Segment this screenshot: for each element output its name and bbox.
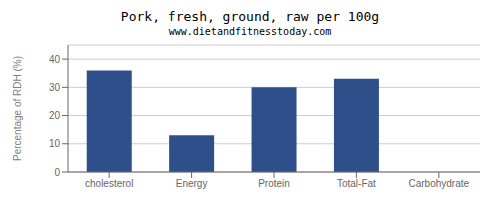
- svg-text:Carbohydrate: Carbohydrate: [409, 178, 470, 189]
- svg-text:40: 40: [49, 54, 61, 65]
- svg-text:10: 10: [49, 138, 61, 149]
- svg-text:Energy: Energy: [176, 178, 208, 189]
- svg-text:cholesterol: cholesterol: [85, 178, 133, 189]
- svg-text:Percentage of RDH (%): Percentage of RDH (%): [12, 56, 23, 161]
- html-text:Pork, fresh, ground, raw per 1: Pork, fresh, ground, raw per 100g: [120, 9, 380, 24]
- svg-text:30: 30: [49, 82, 61, 93]
- svg-text:20: 20: [49, 110, 61, 121]
- svg-text:Total-Fat: Total-Fat: [337, 178, 376, 189]
- svg-text:Protein: Protein: [258, 178, 290, 189]
- svg-text:0: 0: [54, 167, 60, 178]
- html-text:www.dietandfitnesstoday.com: www.dietandfitnesstoday.com: [168, 26, 332, 37]
